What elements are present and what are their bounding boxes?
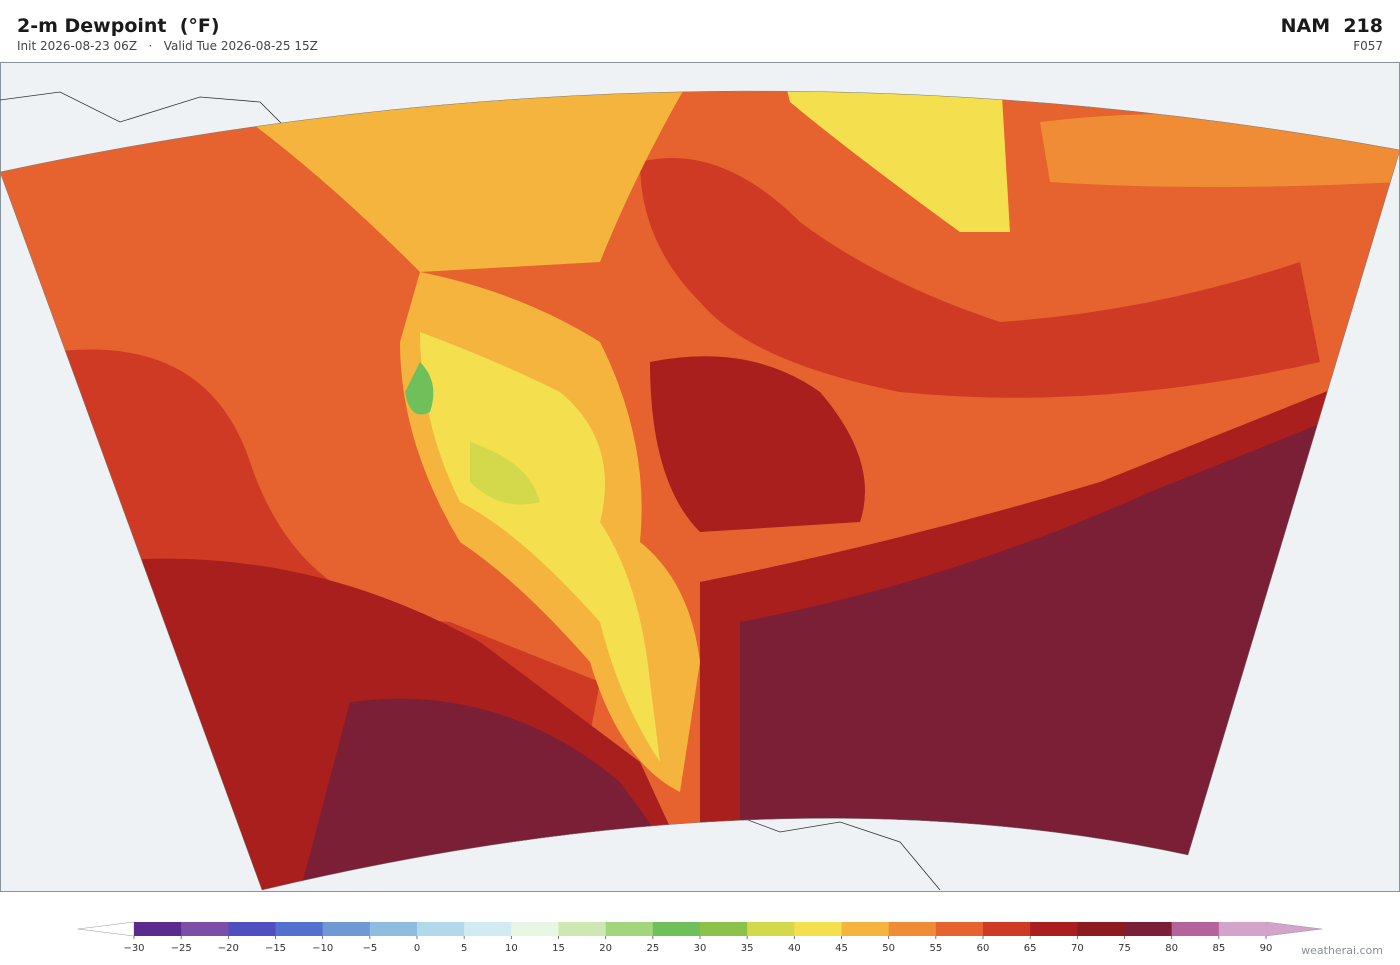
tick-label: 85 [1212, 943, 1225, 954]
colorbar-segment [558, 922, 606, 936]
colorbar-segment [275, 922, 323, 936]
colorbar-segment [511, 922, 559, 936]
colorbar-segment [464, 922, 512, 936]
extend-high [1265, 921, 1323, 937]
tick-label: 90 [1260, 943, 1273, 954]
tick-label: 75 [1118, 943, 1131, 954]
tick-label: −5 [362, 943, 377, 954]
tick-label: −20 [218, 943, 239, 954]
colorbar-segment [1171, 922, 1220, 936]
colorbar-segment [181, 922, 229, 936]
tick-label: 70 [1071, 943, 1084, 954]
colorbar-segment [322, 922, 371, 936]
colorbar-segment [134, 922, 182, 936]
tick-label: −15 [265, 943, 286, 954]
tick-label: 55 [929, 943, 942, 954]
forecast-hour: F057 [1353, 39, 1383, 53]
colorbar-segment [369, 922, 418, 936]
run-info: Init 2026-08-23 06Z · Valid Tue 2026-08-… [17, 39, 318, 53]
colorbar-segment [700, 922, 748, 936]
tick-label: −25 [171, 943, 192, 954]
colorbar-segment [888, 922, 937, 936]
tick-label: 0 [414, 943, 420, 954]
tick-label: 35 [741, 943, 754, 954]
tick-label: 15 [552, 943, 565, 954]
extend-low [77, 921, 135, 937]
tick-label: 5 [461, 943, 467, 954]
tick-label: 30 [694, 943, 707, 954]
map [0, 62, 1400, 892]
tick-label: 65 [1024, 943, 1037, 954]
separator: · [148, 39, 153, 53]
tick-label: −30 [123, 943, 144, 954]
domain-outline [0, 90, 1400, 891]
colorbar-segment [605, 922, 654, 936]
watermark: weatherai.com [1301, 944, 1383, 957]
colorbar: −30 −25 −20 −15 −10 −5 0 5 10 15 20 25 30 35 40 45 50 55 6… [77, 921, 1323, 954]
colorbar-segment [417, 922, 465, 936]
colorbar-segment [1077, 922, 1125, 936]
tick-label: 25 [646, 943, 659, 954]
colorbar-segment [1218, 922, 1267, 936]
model-name: NAM 218 [1280, 15, 1383, 37]
colorbar-segment [747, 922, 795, 936]
colorbar-segment [983, 922, 1031, 936]
colorbar-segment [228, 922, 276, 936]
tick-label: 40 [788, 943, 801, 954]
tick-label: 10 [505, 943, 518, 954]
valid-time: Valid Tue 2026-08-25 15Z [163, 39, 318, 53]
colorbar-segment [1030, 922, 1078, 936]
tick-label: 80 [1165, 943, 1178, 954]
tick-label: −10 [312, 943, 333, 954]
tick-label: 45 [835, 943, 848, 954]
colorbar-segment [1124, 922, 1172, 936]
tick-label: 60 [977, 943, 990, 954]
colorbar-segment [794, 922, 842, 936]
init-time: Init 2026-08-23 06Z [17, 39, 138, 53]
tick-label: 50 [882, 943, 895, 954]
map-title: 2-m Dewpoint (°F) [17, 15, 220, 37]
colorbar-segment [841, 922, 889, 936]
colorbar-segment [935, 922, 984, 936]
colorbar-segment [652, 922, 701, 936]
tick-label: 20 [599, 943, 612, 954]
